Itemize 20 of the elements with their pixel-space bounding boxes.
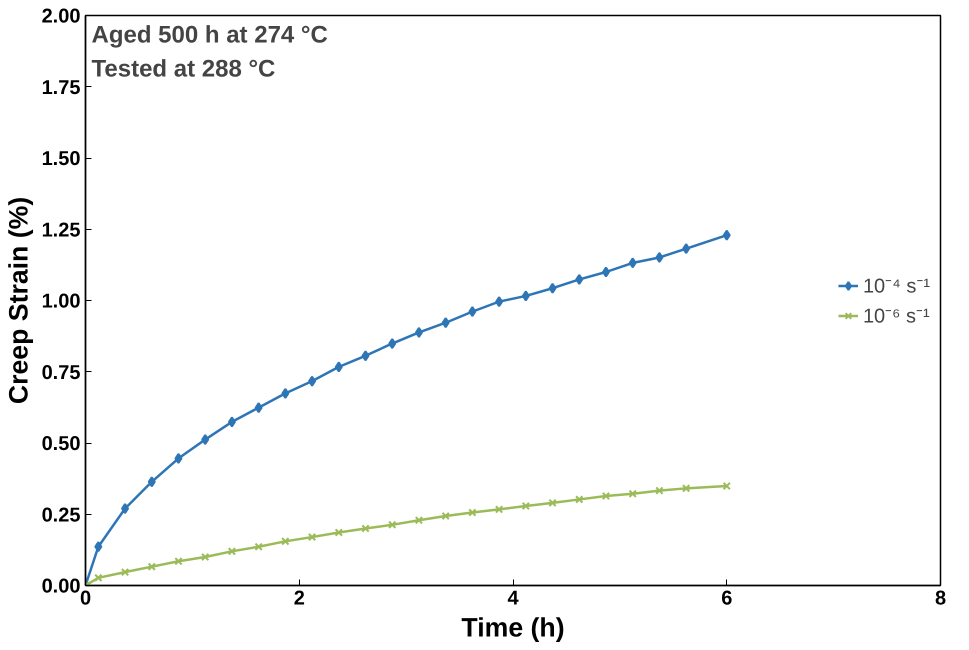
y-axis-title: Creep Strain (%) (4, 196, 34, 404)
x-tick-label: 0 (80, 588, 92, 610)
x-tick-label: 2 (294, 588, 305, 610)
x-tick-label: 6 (721, 588, 732, 610)
y-tick-label: 1.50 (42, 148, 81, 170)
annotation: Aged 500 h at 274 °C (92, 22, 328, 48)
y-tick-label: 0.25 (42, 504, 81, 526)
x-tick-label: 8 (934, 588, 946, 610)
y-tick-label: 0.75 (42, 362, 81, 384)
y-tick-label: 0.50 (42, 433, 81, 455)
x-tick-label: 4 (507, 588, 520, 610)
y-tick-label: 2.00 (42, 6, 81, 28)
y-tick-label: 0.00 (42, 576, 81, 598)
y-tick-label: 1.00 (42, 290, 81, 312)
y-tick-label: 1.75 (42, 76, 81, 99)
legend-label: 10⁻⁶ s⁻¹ (862, 304, 930, 328)
legend-label: 10⁻⁴ s⁻¹ (862, 274, 930, 298)
annotation: Tested at 288 °C (92, 56, 276, 82)
x-axis-title: Time (h) (461, 612, 565, 642)
y-tick-label: 1.25 (42, 219, 81, 242)
